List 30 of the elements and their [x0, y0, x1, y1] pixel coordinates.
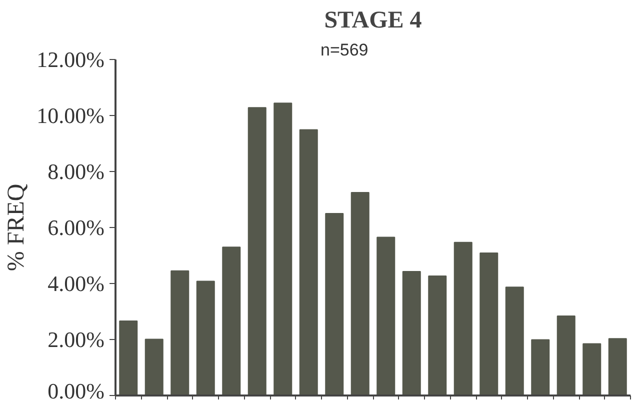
bar — [350, 192, 370, 396]
y-tick-label: 8.00% — [48, 159, 104, 184]
y-tick-label: 10.00% — [36, 103, 104, 128]
bar — [480, 252, 498, 396]
y-tick-label: 6.00% — [48, 215, 104, 240]
bar — [274, 102, 292, 396]
bar — [454, 242, 472, 396]
bar — [556, 315, 576, 396]
y-tick-label: 4.00% — [48, 271, 104, 296]
bar — [222, 246, 241, 396]
bar — [402, 270, 421, 396]
y-tick-label: 12.00% — [36, 47, 104, 72]
bar — [582, 343, 602, 396]
y-tick-label: 0.00% — [48, 378, 104, 403]
bar — [505, 286, 524, 396]
bar — [170, 270, 190, 396]
bar — [119, 320, 138, 396]
bar — [248, 107, 266, 396]
bar — [325, 213, 344, 396]
chart-title: STAGE 4 — [324, 8, 422, 34]
y-tick-label: 2.00% — [48, 327, 104, 352]
bar — [196, 280, 215, 396]
bar — [299, 129, 318, 396]
chart-subtitle: n=569 — [320, 40, 368, 60]
bar — [608, 338, 627, 396]
bar — [376, 236, 396, 396]
bar — [531, 339, 550, 396]
bar — [428, 275, 447, 396]
bar — [144, 338, 164, 396]
y-axis-title: % FREQ — [4, 184, 30, 272]
